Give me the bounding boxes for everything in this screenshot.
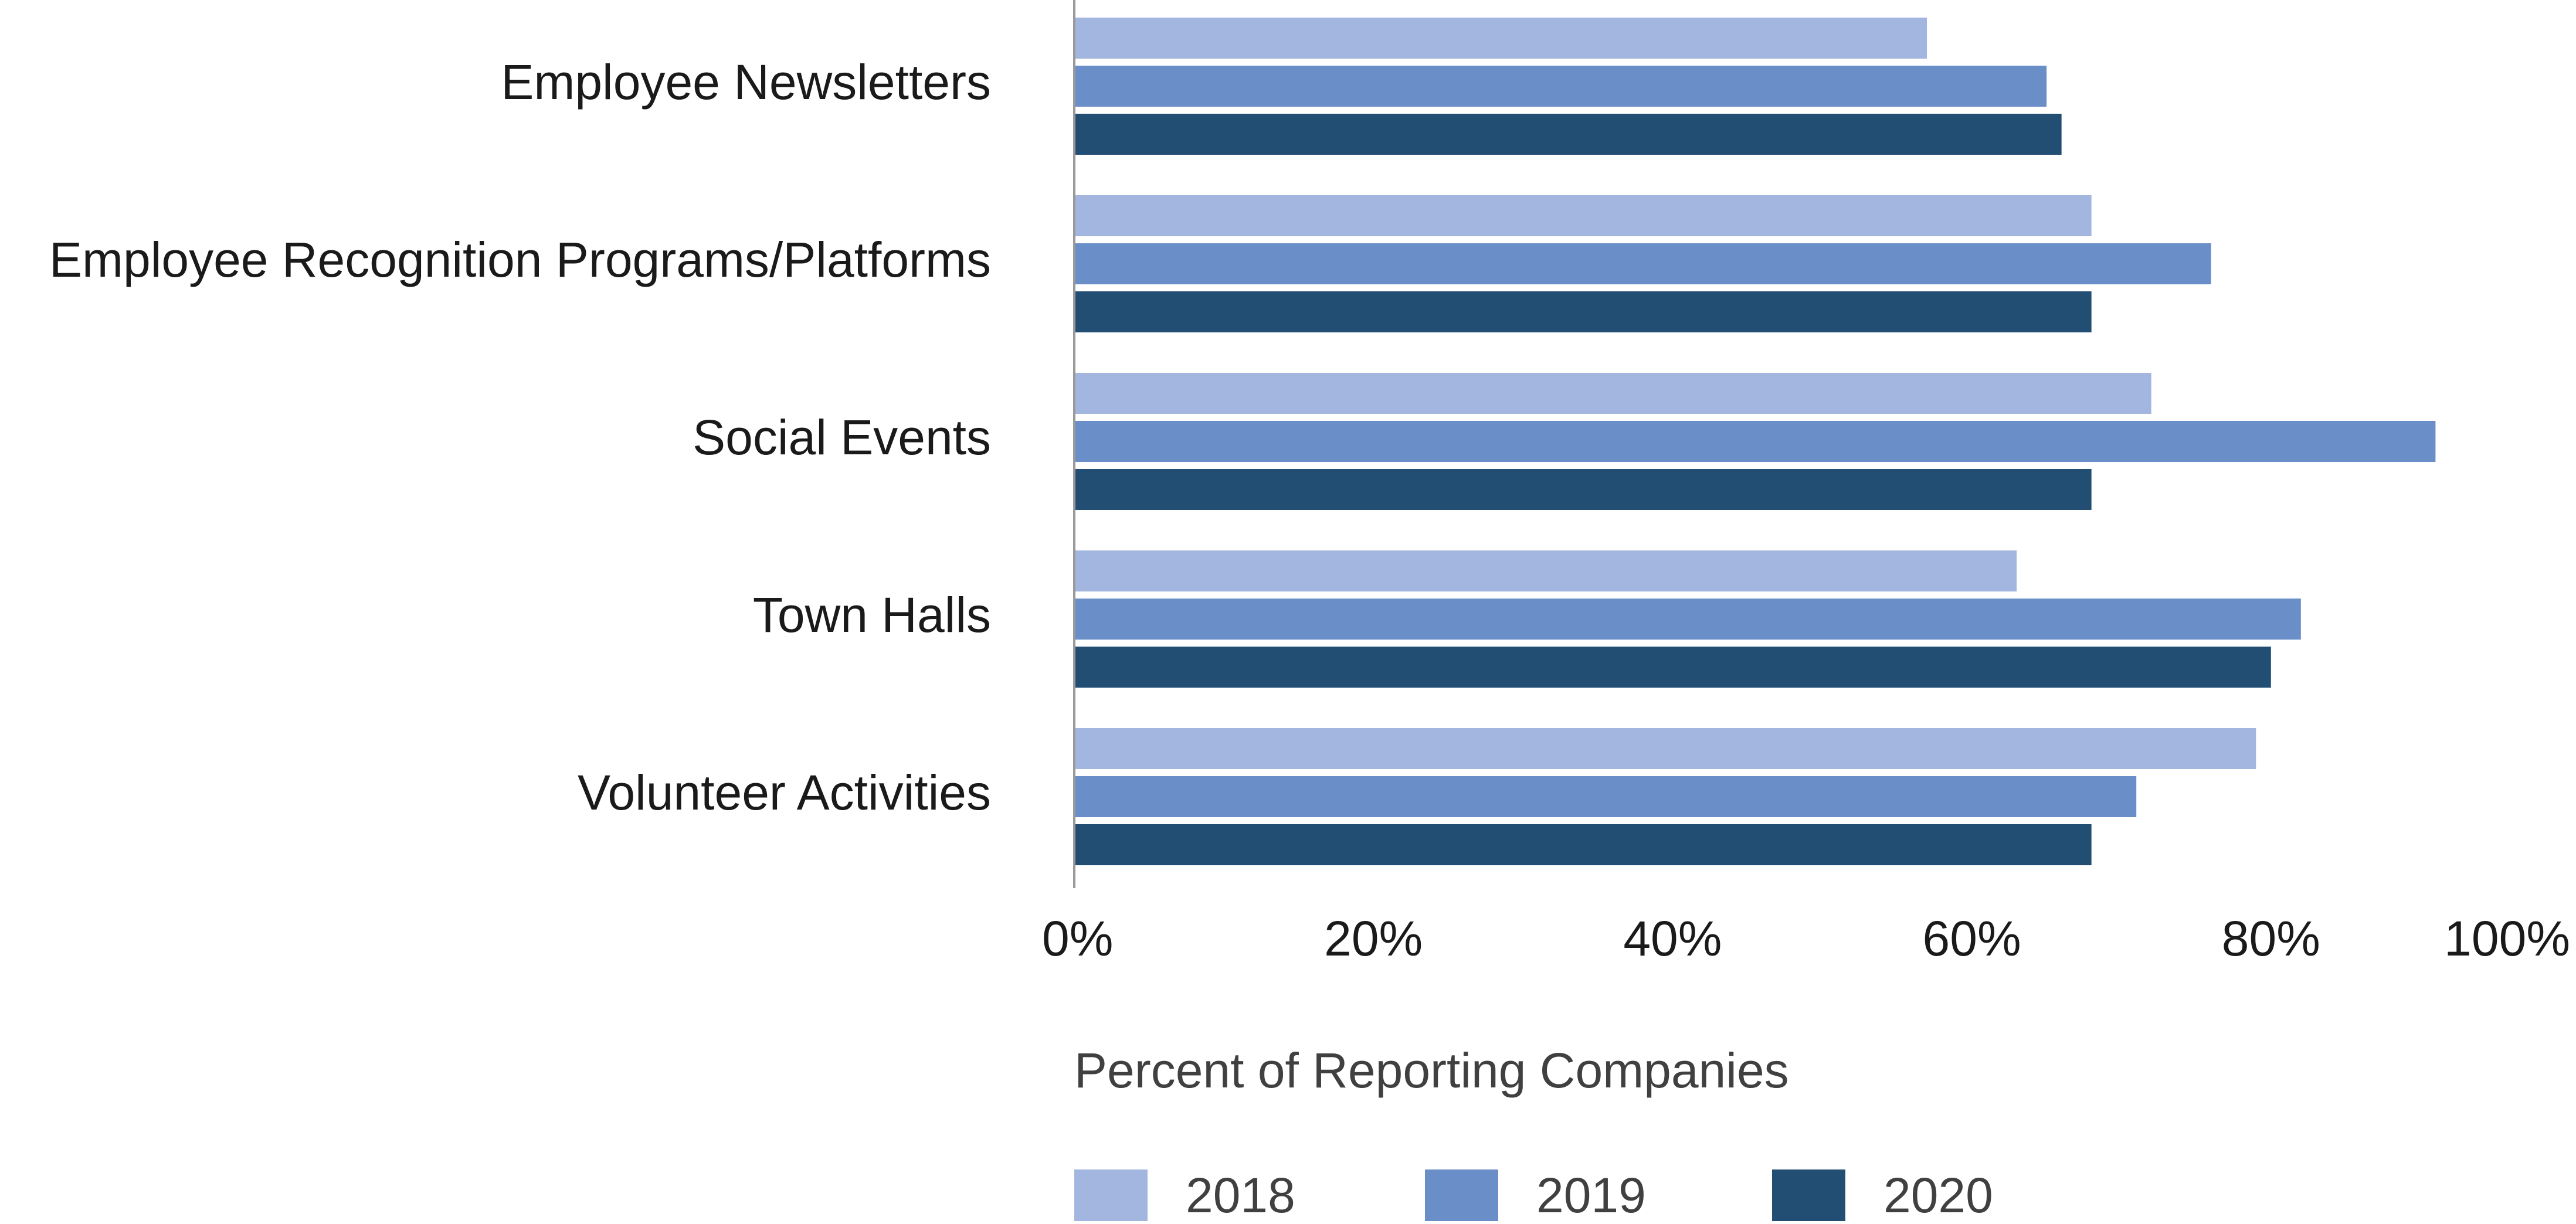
bar-2020-0 — [1075, 114, 2062, 155]
x-axis-title: Percent of Reporting Companies — [1074, 1043, 1789, 1098]
bar-2020-3 — [1075, 647, 2271, 688]
legend: 2018 2019 2020 — [1074, 1168, 1993, 1223]
category-label: Employee Recognition Programs/Platforms — [49, 232, 991, 287]
category-label: Social Events — [693, 410, 991, 465]
bar-2019-3 — [1075, 599, 2301, 640]
category-labels: Employee Newsletters Employee Recognition… — [49, 55, 991, 820]
x-tick-label: 100% — [2444, 911, 2570, 966]
bar-2020-4 — [1075, 824, 2092, 865]
category-label: Employee Newsletters — [501, 55, 991, 110]
legend-swatch-2020 — [1772, 1169, 1845, 1221]
x-tick-label: 40% — [1623, 911, 1722, 966]
bar-2020-1 — [1075, 291, 2092, 332]
legend-swatch-2018 — [1074, 1169, 1148, 1221]
bar-2018-4 — [1075, 728, 2256, 769]
legend-label-2019: 2019 — [1536, 1168, 1646, 1223]
x-tick-label: 20% — [1324, 911, 1423, 966]
x-axis-ticks: 0% 20% 40% 60% 80% 100% — [1042, 911, 2570, 966]
x-tick-label: 0% — [1042, 911, 1113, 966]
legend-swatch-2019 — [1425, 1169, 1498, 1221]
bar-2019-2 — [1075, 421, 2436, 462]
bar-2018-0 — [1075, 18, 1927, 59]
bar-2018-2 — [1075, 373, 2151, 414]
bar-2019-4 — [1075, 776, 2137, 817]
bar-2019-0 — [1075, 66, 2047, 107]
bar-2020-2 — [1075, 469, 2092, 510]
legend-label-2018: 2018 — [1186, 1168, 1295, 1223]
category-label: Town Halls — [753, 587, 991, 642]
legend-label-2020: 2020 — [1883, 1168, 1993, 1223]
bar-2018-3 — [1075, 550, 2017, 591]
bar-2019-1 — [1075, 243, 2211, 284]
x-tick-label: 60% — [1923, 911, 2021, 966]
x-tick-label: 80% — [2222, 911, 2320, 966]
bar-2018-1 — [1075, 195, 2092, 236]
category-label: Volunteer Activities — [578, 765, 991, 820]
bars-layer — [1075, 18, 2436, 865]
